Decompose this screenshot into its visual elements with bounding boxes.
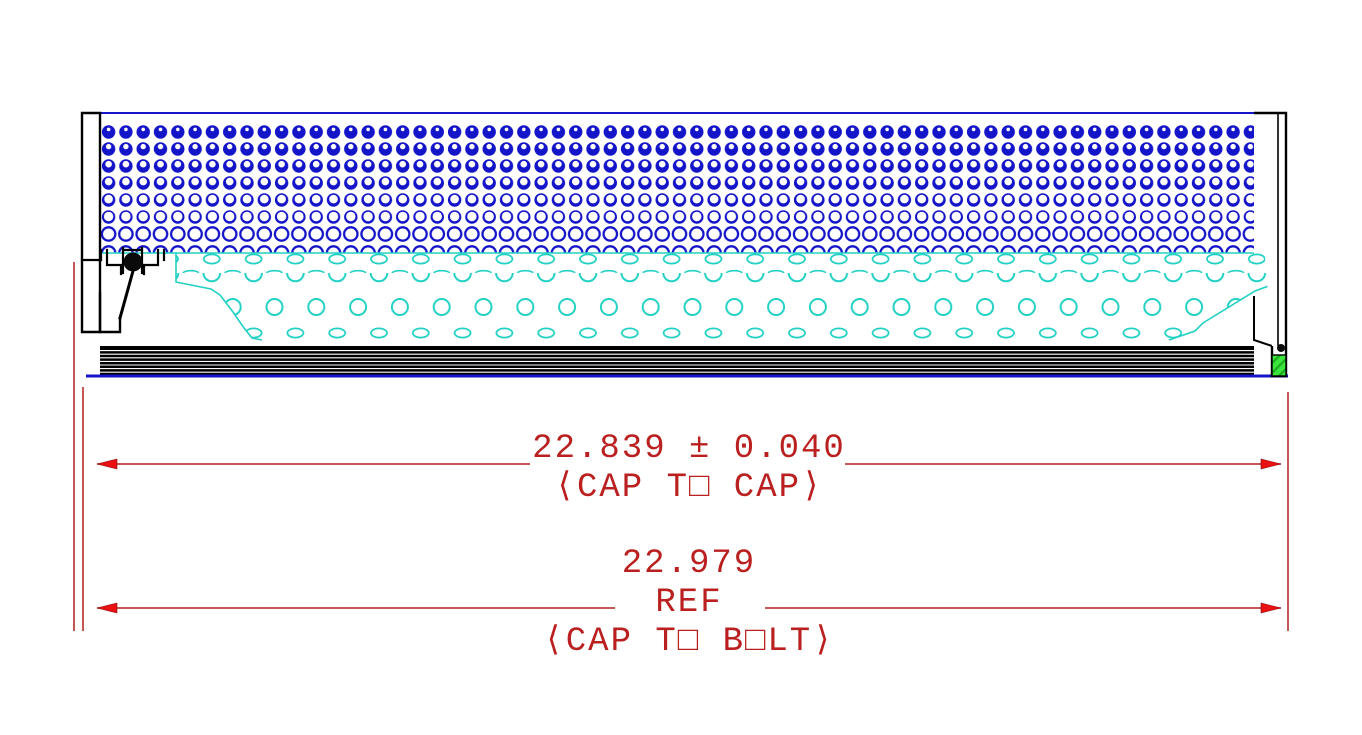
svg-text:REF: REF [655,584,722,622]
svg-text:22.979: 22.979 [622,545,756,583]
svg-text:⟨CAP T□ B□LT⟩: ⟨CAP T□ B□LT⟩ [543,623,834,661]
svg-text:22.839 ± 0.040: 22.839 ± 0.040 [532,430,846,468]
svg-text:⟨CAP T□ CAP⟩: ⟨CAP T□ CAP⟩ [555,469,824,507]
